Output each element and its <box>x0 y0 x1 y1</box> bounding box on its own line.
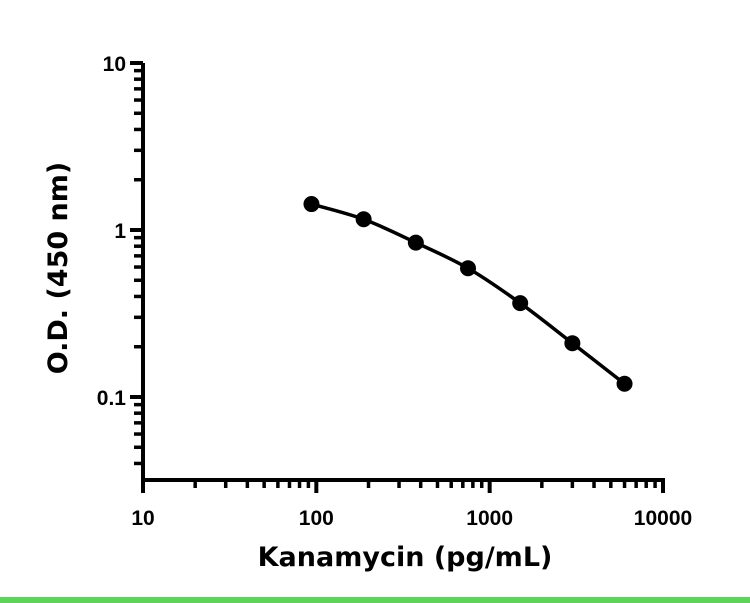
data-point <box>407 234 424 251</box>
y-axis-title: O.D. (450 nm) <box>43 162 74 374</box>
fit-curve <box>310 202 626 386</box>
y-tick-label: 10 <box>103 53 126 76</box>
data-point <box>564 335 581 352</box>
data-point <box>355 211 372 228</box>
data-point <box>460 260 477 277</box>
plot-area <box>303 196 633 392</box>
data-point <box>512 295 529 312</box>
x-tick-label: 1000 <box>466 507 513 530</box>
data-point <box>616 375 633 392</box>
y-tick-label: 0.1 <box>97 387 127 410</box>
x-axis: 10 100 1000 10000 <box>131 478 692 530</box>
y-axis: 10 1 0.1 <box>97 53 145 482</box>
data-point <box>303 196 320 213</box>
x-axis-title: Kanamycin (pg/mL) <box>258 542 553 573</box>
x-tick-label: 10 <box>131 507 154 530</box>
x-tick-label: 100 <box>299 507 334 530</box>
y-tick-label: 1 <box>114 220 126 243</box>
bottom-accent-bar <box>0 597 750 603</box>
x-tick-label: 10000 <box>634 507 692 530</box>
